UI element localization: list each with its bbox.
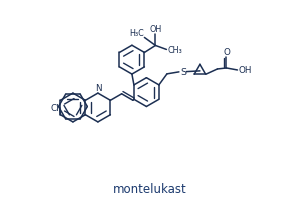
Text: OH: OH: [149, 25, 161, 34]
Text: H₃C: H₃C: [129, 29, 144, 38]
Text: montelukast: montelukast: [113, 182, 187, 195]
Text: S: S: [180, 67, 186, 76]
Text: N: N: [94, 84, 101, 93]
Text: CH₃: CH₃: [167, 46, 182, 55]
Text: OH: OH: [238, 66, 252, 75]
Text: Cl: Cl: [50, 103, 59, 113]
Text: O: O: [223, 48, 230, 57]
